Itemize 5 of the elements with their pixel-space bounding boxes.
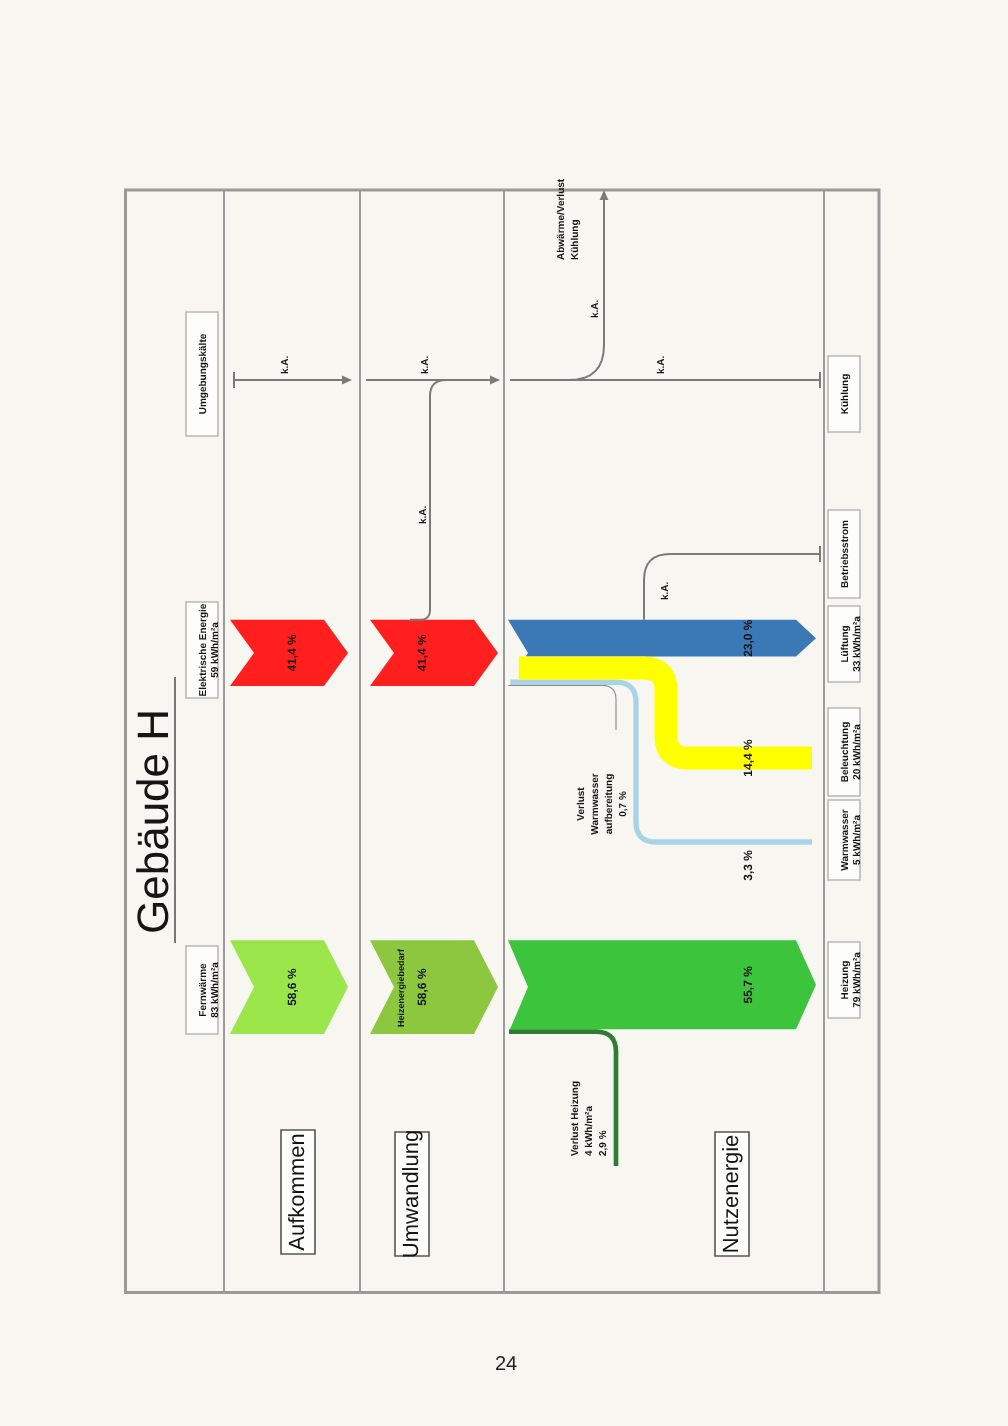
- text: 24: [494, 1354, 518, 1378]
- category-label: Umwandlung: [400, 1129, 424, 1259]
- category-label: Aufkommen: [286, 1133, 310, 1251]
- category-label: Nutzenergie: [720, 1134, 744, 1254]
- text: Gebäude H: [128, 708, 178, 934]
